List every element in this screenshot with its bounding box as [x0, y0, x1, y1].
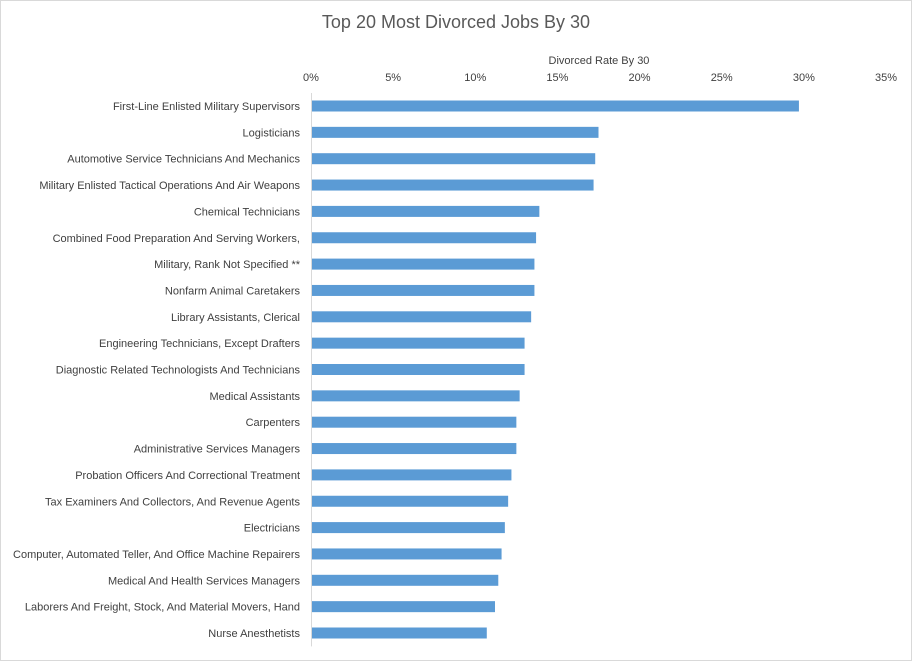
bar [312, 522, 505, 534]
bar [312, 153, 596, 165]
bar [312, 258, 535, 270]
category-label: Military, Rank Not Specified ** [154, 259, 301, 271]
category-label: Library Assistants, Clerical [171, 312, 300, 324]
bar [312, 311, 532, 323]
bar [312, 548, 502, 560]
chart-title: Top 20 Most Divorced Jobs By 30 [322, 12, 590, 32]
bar [312, 179, 594, 191]
bar [312, 100, 799, 112]
category-label: Medical And Health Services Managers [108, 575, 300, 587]
bar [312, 416, 517, 428]
category-label: Nurse Anesthetists [208, 628, 300, 640]
category-labels: First-Line Enlisted Military Supervisors… [13, 101, 301, 640]
category-label: Logisticians [243, 127, 301, 139]
category-label: Medical Assistants [210, 391, 301, 403]
bar [312, 364, 525, 375]
category-label: First-Line Enlisted Military Supervisors [113, 101, 301, 113]
category-label: Automotive Service Technicians And Mecha… [67, 154, 300, 166]
category-label: Military Enlisted Tactical Operations An… [39, 180, 300, 192]
category-label: Tax Examiners And Collectors, And Revenu… [45, 496, 300, 508]
category-label: Combined Food Preparation And Serving Wo… [53, 233, 300, 245]
x-axis-title: Divorced Rate By 30 [549, 55, 650, 67]
x-axis-ticks: 0% 5% 10% 15% 20% 25% 30% 35% [303, 72, 897, 84]
x-tick-label: 0% [303, 72, 319, 84]
category-label: Nonfarm Animal Caretakers [165, 285, 301, 297]
bar [312, 469, 512, 481]
category-label: Chemical Technicians [194, 206, 301, 218]
bar [312, 495, 509, 507]
category-label: Probation Officers And Correctional Trea… [75, 470, 300, 482]
x-tick-label: 15% [546, 72, 568, 84]
x-tick-label: 10% [464, 72, 486, 84]
category-label: Electricians [244, 523, 301, 535]
category-label: Laborers And Freight, Stock, And Materia… [25, 602, 300, 614]
category-label: Carpenters [246, 417, 301, 429]
bar [312, 601, 495, 613]
x-tick-label: 20% [629, 72, 651, 84]
category-label: Diagnostic Related Technologists And Tec… [56, 365, 301, 377]
bar [312, 627, 487, 639]
bar [312, 284, 535, 296]
x-tick-label: 25% [711, 72, 733, 84]
category-label: Administrative Services Managers [134, 444, 301, 456]
bar [312, 574, 499, 586]
x-tick-label: 35% [875, 72, 897, 84]
x-tick-label: 30% [793, 72, 815, 84]
bar [312, 390, 520, 402]
bar [312, 337, 525, 349]
category-label: Computer, Automated Teller, And Office M… [13, 549, 300, 561]
bar [312, 443, 517, 455]
bar [312, 232, 537, 244]
x-tick-label: 5% [385, 72, 401, 84]
bars [312, 100, 799, 639]
bar [312, 126, 599, 138]
category-label: Engineering Technicians, Except Drafters [99, 338, 300, 350]
bar [312, 205, 540, 217]
